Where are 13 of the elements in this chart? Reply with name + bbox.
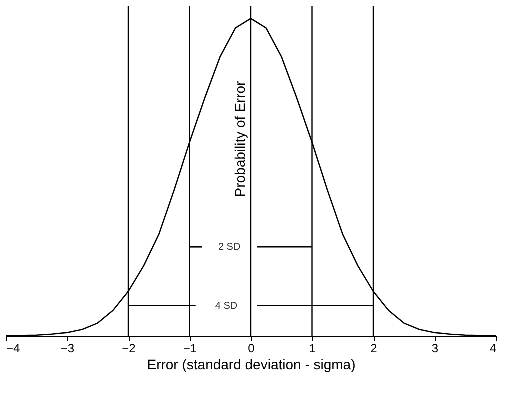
y-axis-title: Probability of Error: [232, 80, 248, 198]
annotation: 2 SD: [218, 242, 241, 254]
x-tick-label: −1: [183, 342, 198, 356]
x-tick-label: −2: [122, 342, 136, 356]
x-tick-label: −3: [60, 342, 75, 356]
x-tick-label: 0: [248, 342, 256, 356]
x-tick-label: 3: [432, 342, 439, 356]
x-tick-label: 4: [490, 342, 497, 356]
x-tick-label: 2: [370, 342, 378, 356]
annotation: 4 SD: [215, 300, 238, 312]
x-axis-title: Error (standard deviation - sigma): [147, 356, 356, 372]
x-tick-label: 1: [309, 342, 316, 356]
x-tick-label: −4: [6, 342, 21, 356]
